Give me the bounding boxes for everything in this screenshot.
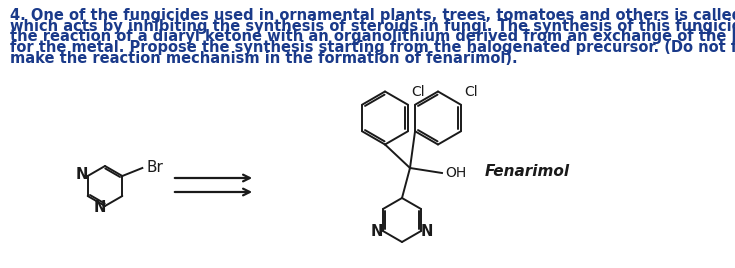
Text: Cl: Cl bbox=[411, 85, 425, 99]
Text: Cl: Cl bbox=[464, 85, 478, 99]
Text: OH: OH bbox=[445, 166, 466, 180]
Text: Fenarimol: Fenarimol bbox=[485, 163, 570, 178]
Text: N: N bbox=[76, 167, 88, 182]
Text: N: N bbox=[370, 225, 383, 240]
Text: which acts by inhibiting the synthesis of steroids in fungi. The synthesis of th: which acts by inhibiting the synthesis o… bbox=[10, 19, 735, 34]
Text: make the reaction mechanism in the formation of fenarimol).: make the reaction mechanism in the forma… bbox=[10, 51, 517, 66]
Text: N: N bbox=[421, 225, 433, 240]
Text: 4. One of the fungicides used in ornamental plants, trees, tomatoes and others i: 4. One of the fungicides used in ornamen… bbox=[10, 8, 735, 23]
Text: the reaction of a diaryl ketone with an organolithium derived from an exchange o: the reaction of a diaryl ketone with an … bbox=[10, 29, 735, 44]
Text: N: N bbox=[93, 200, 106, 215]
Text: Br: Br bbox=[146, 159, 163, 174]
Text: for the metal. Propose the synthesis starting from the halogenated precursor. (D: for the metal. Propose the synthesis sta… bbox=[10, 40, 735, 55]
